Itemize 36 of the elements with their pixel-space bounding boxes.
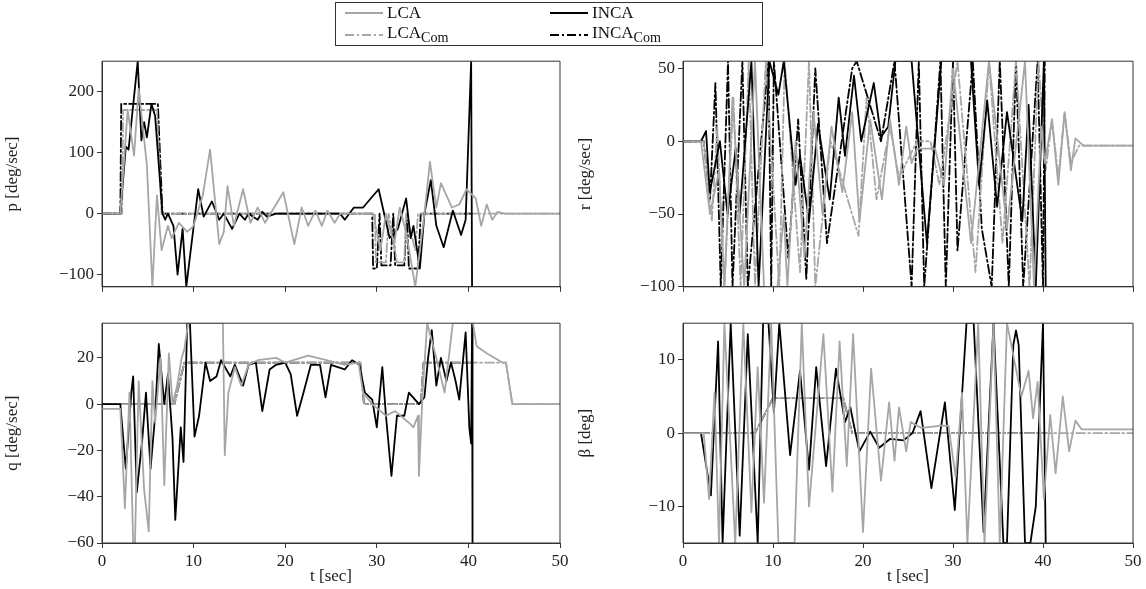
x-axis-title: t [sec] [886, 566, 930, 586]
x-tick-label: 10 [764, 550, 782, 570]
y-tick-label: −40 [67, 486, 94, 506]
y-axis-title: β [deg] [574, 408, 594, 458]
legend-label: LCA [387, 3, 421, 23]
y-tick-label: 0 [666, 422, 675, 442]
y-axis-title: p [deg/sec] [1, 136, 21, 212]
legend-label: LCA$_{Com}$ [387, 23, 449, 47]
x-tick-label: 40 [459, 550, 477, 570]
x-tick-label: 10 [185, 550, 203, 570]
y-tick-label: 0 [85, 393, 94, 413]
y-tick-label: −60 [67, 532, 94, 552]
y-tick-label: 100 [68, 142, 94, 162]
y-tick-label: 0 [666, 130, 675, 150]
y-axis-title: r [deg/sec] [574, 137, 594, 211]
x-tick-label: 30 [368, 550, 386, 570]
y-tick-label: 200 [68, 81, 94, 101]
x-tick-label: 50 [1124, 550, 1142, 570]
legend-label: INCA$_{Com}$ [592, 23, 662, 47]
y-tick-label: 20 [77, 347, 94, 367]
y-tick-label: −100 [58, 264, 94, 284]
y-tick-label: 50 [658, 57, 675, 77]
y-axis-title: q [deg/sec] [1, 395, 21, 471]
x-tick-label: 50 [551, 550, 569, 570]
y-tick-label: −20 [67, 439, 94, 459]
y-tick-label: 10 [658, 349, 675, 369]
y-tick-label: −100 [639, 276, 675, 296]
legend-label: INCA [592, 3, 634, 23]
y-tick-label: 0 [85, 203, 94, 223]
x-axis-title: t [sec] [309, 566, 353, 586]
y-tick-label: −50 [648, 203, 675, 223]
x-tick-label: 20 [276, 550, 294, 570]
x-tick-label: 30 [944, 550, 962, 570]
y-tick-label: −10 [648, 495, 675, 515]
x-tick-label: 20 [854, 550, 872, 570]
x-tick-label: 40 [1034, 550, 1052, 570]
